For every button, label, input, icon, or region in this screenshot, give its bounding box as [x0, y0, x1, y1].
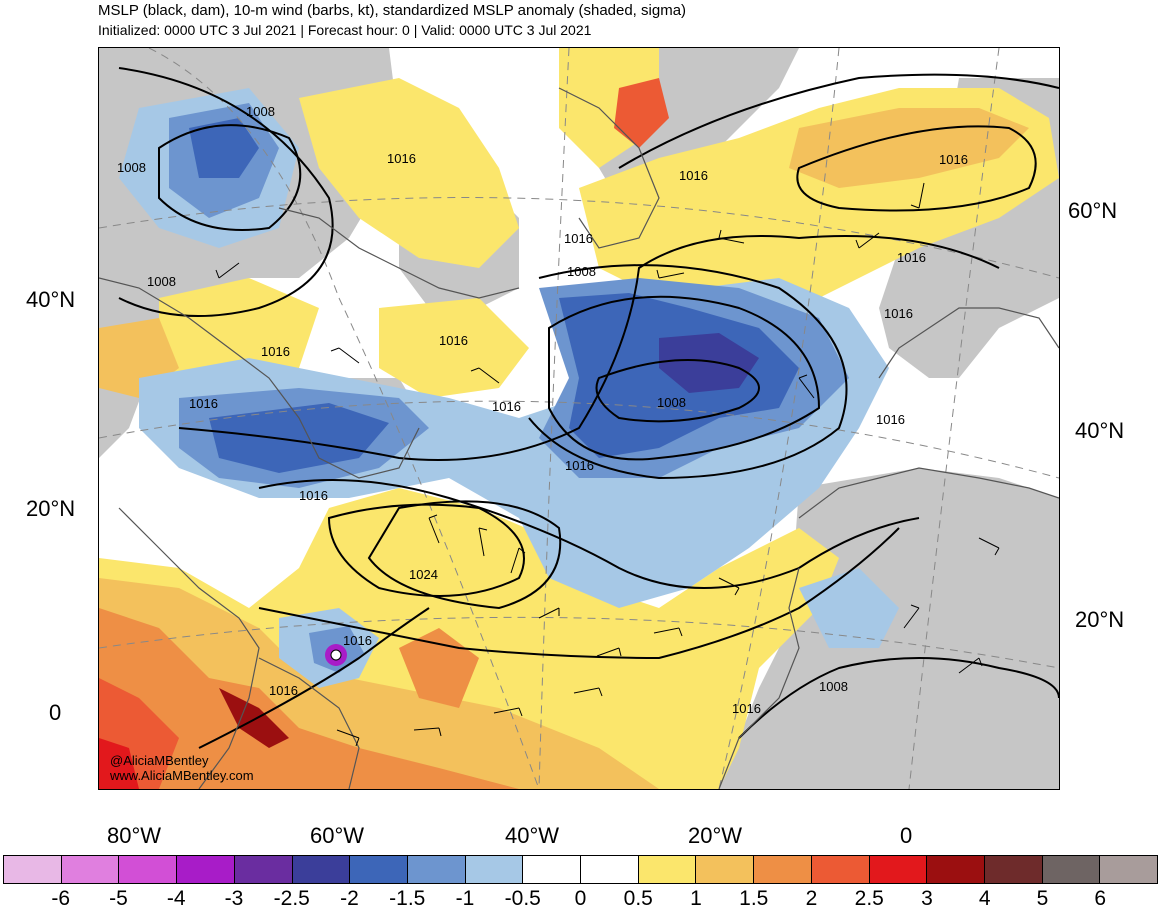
- map-canvas: 1008 1008 1008 1016 1016 1016 1016 1016 …: [99, 48, 1059, 789]
- colorbar-box: [1042, 856, 1101, 883]
- isobar-label: 1024: [409, 567, 438, 582]
- isobar-label: 1016: [897, 250, 926, 265]
- colorbar-box: [927, 856, 985, 883]
- lat-label-left: 40°N: [26, 287, 76, 312]
- colorbar-label: 1.5: [739, 887, 769, 910]
- isobar-label: 1016: [387, 151, 416, 166]
- isobar-label: 1016: [492, 399, 521, 414]
- colorbar: [3, 855, 1158, 884]
- isobar-label: 1016: [884, 306, 913, 321]
- credit-handle: @AliciaMBentley: [110, 753, 209, 768]
- colorbar-box: [350, 856, 408, 883]
- chart-title: MSLP (black, dam), 10-m wind (barbs, kt)…: [98, 2, 687, 19]
- colorbar-box: [407, 856, 466, 883]
- wind-barbs: [215, 182, 1000, 747]
- colorbar-box: [465, 856, 524, 883]
- colorbar-label: 6: [1094, 887, 1107, 910]
- colorbar-box: [696, 856, 755, 883]
- isobar-label: 1016: [939, 152, 968, 167]
- isobars: [118, 67, 1059, 749]
- colorbar-label: -0.5: [504, 887, 541, 910]
- isobar-label: 1008: [117, 160, 146, 175]
- isobar-label: 1008: [246, 104, 275, 119]
- isobar-label: 1016: [439, 333, 468, 348]
- lon-label: 60°W: [310, 823, 365, 848]
- lon-label: 0: [900, 823, 913, 848]
- colorbar-label: -2.5: [273, 887, 310, 910]
- colorbar-box: [234, 856, 293, 883]
- lon-label: 80°W: [107, 823, 162, 848]
- lat-label-left: 20°N: [26, 496, 76, 521]
- isobar-label: 1008: [567, 264, 596, 279]
- isobar-label: 1016: [564, 231, 593, 246]
- colorbar-box: [869, 856, 928, 883]
- colorbar-label: 5: [1036, 887, 1049, 910]
- isobar-label: 1016: [269, 683, 298, 698]
- isobar-label: 1016: [679, 168, 708, 183]
- colorbar-box: [581, 856, 639, 883]
- colorbar-box: [292, 856, 351, 883]
- isobar-label: 1016: [732, 701, 761, 716]
- chart-subtitle: Initialized: 0000 UTC 3 Jul 2021 | Forec…: [98, 22, 592, 38]
- colorbar-box: [638, 856, 697, 883]
- colorbar-box: [984, 856, 1043, 883]
- credit-website: www.AliciaMBentley.com: [110, 768, 254, 783]
- colorbar-label: -3: [224, 887, 244, 910]
- lon-label: 20°W: [688, 823, 743, 848]
- colorbar-box: [1100, 856, 1158, 883]
- colorbar-label: -5: [109, 887, 128, 910]
- colorbar-label: -1.5: [389, 887, 426, 910]
- colorbar-label: 0.5: [623, 887, 653, 910]
- colorbar-label: 2.5: [854, 887, 884, 910]
- lat-label-left: 0: [49, 700, 62, 725]
- lat-label-right: 40°N: [1075, 418, 1125, 443]
- colorbar-label: -1: [455, 887, 475, 910]
- colorbar-label: -6: [51, 887, 71, 910]
- isobar-label: 1016: [343, 633, 372, 648]
- colorbar-box: [523, 856, 582, 883]
- isobar-label: 1016: [876, 412, 905, 427]
- lat-label-right: 60°N: [1068, 198, 1118, 223]
- lat-label-right: 20°N: [1075, 607, 1125, 632]
- isobar-label: 1016: [261, 344, 290, 359]
- colorbar-label: 3: [921, 887, 933, 910]
- colorbar-box: [177, 856, 235, 883]
- isobar-label: 1008: [147, 274, 176, 289]
- colorbar-box: [811, 856, 870, 883]
- isobar-label: 1008: [819, 679, 848, 694]
- low-center-eye: [330, 649, 342, 661]
- colorbar-box: [4, 856, 62, 883]
- colorbar-box: [754, 856, 812, 883]
- colorbar-label: 0: [574, 887, 587, 910]
- graticule: [99, 48, 1059, 789]
- isobar-label: 1016: [299, 488, 328, 503]
- isobar-labels: 1008 1008 1008 1016 1016 1016 1016 1016 …: [117, 104, 968, 716]
- colorbar-label: -4: [166, 887, 186, 910]
- isobar-label: 1008: [657, 395, 686, 410]
- colorbar-label: -2: [340, 887, 359, 910]
- isobar-label: 1016: [189, 396, 218, 411]
- weather-map: 1008 1008 1008 1016 1016 1016 1016 1016 …: [98, 47, 1060, 790]
- colorbar-box: [61, 856, 120, 883]
- isobar-label: 1016: [565, 458, 594, 473]
- colorbar-box: [119, 856, 178, 883]
- colorbar-label: 1: [690, 887, 702, 910]
- lon-label: 40°W: [505, 823, 560, 848]
- coastlines: [99, 87, 1059, 789]
- colorbar-label: 4: [978, 887, 991, 910]
- colorbar-label: 2: [805, 887, 818, 910]
